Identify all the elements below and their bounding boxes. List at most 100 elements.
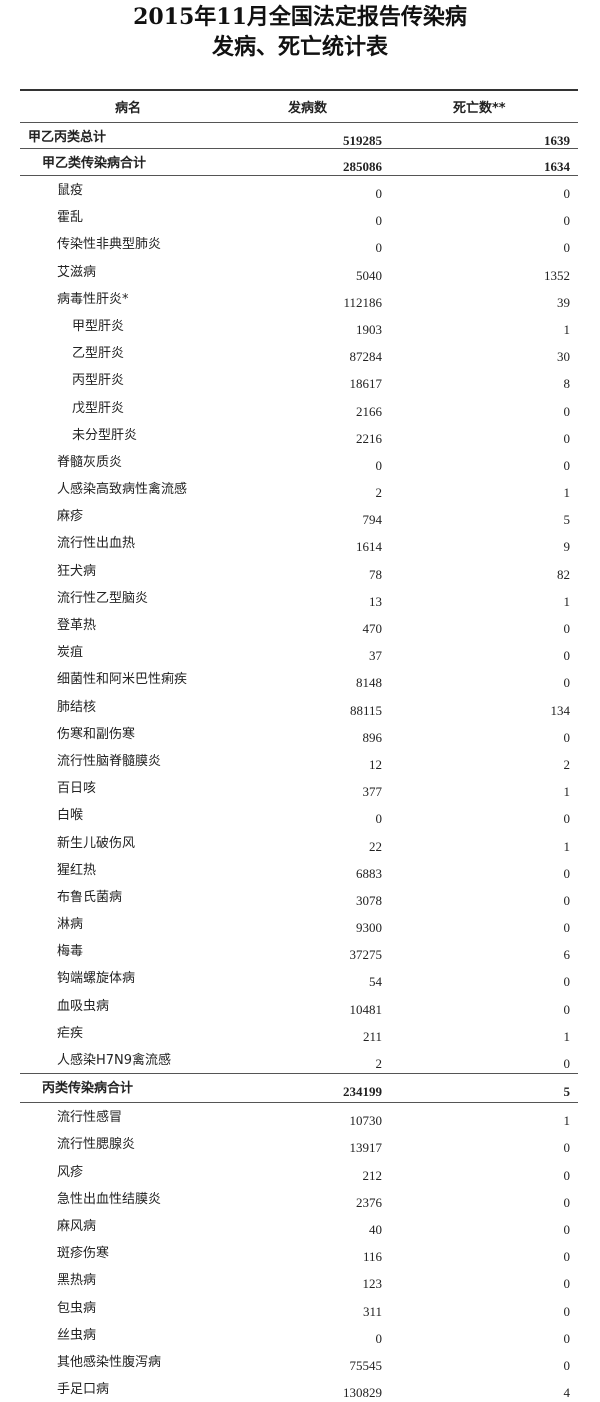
cases-value: 54: [369, 974, 382, 990]
disease-name: 流行性脑脊髓膜炎: [57, 753, 162, 769]
header-disease-name: 病名: [115, 101, 142, 116]
disease-name: 乙型肝炎: [72, 346, 125, 362]
disease-name: 炭疽: [57, 645, 84, 661]
disease-name: 细菌性和阿米巴性痢疾: [57, 672, 188, 688]
cases-value: 112186: [343, 294, 382, 310]
cases-value: 37: [369, 648, 382, 664]
deaths-value: 0: [563, 403, 571, 419]
cases-value: 896: [362, 729, 383, 745]
disease-name: 斑疹伤寒: [57, 1246, 110, 1262]
table-row: 疟疾 211 1: [20, 1019, 578, 1046]
table-row: 甲乙丙类总计 519285 1639: [20, 123, 578, 149]
deaths-value: 0: [563, 1167, 571, 1183]
deaths-value: 0: [563, 457, 571, 473]
table-row: 狂犬病 78 82: [20, 557, 578, 584]
disease-name: 麻风病: [57, 1218, 97, 1234]
deaths-value: 2: [563, 756, 571, 772]
table-row: 百日咳 377 1: [20, 774, 578, 801]
deaths-value: 0: [563, 1001, 571, 1017]
cases-value: 10730: [349, 1113, 383, 1129]
disease-name: 肺结核: [57, 699, 97, 715]
table-row: 其他感染性腹泻病 75545 0: [20, 1348, 578, 1375]
disease-name: 丙类传染病合计: [42, 1081, 134, 1097]
cases-value: 2166: [356, 403, 382, 419]
table-row: 戊型肝炎 2166 0: [20, 394, 578, 421]
header-cases: 发病数: [288, 101, 328, 116]
deaths-value: 0: [563, 430, 571, 446]
deaths-value: 0: [563, 892, 571, 908]
deaths-value: 0: [563, 213, 571, 229]
table-row: 手足口病 130829 4: [20, 1375, 578, 1402]
deaths-value: 0: [563, 621, 571, 636]
table-row: 麻风病 40 0: [20, 1212, 578, 1239]
table-row: 甲乙类传染病合计 285086 1634: [20, 149, 578, 176]
header-deaths: 死亡数**: [453, 101, 506, 116]
disease-name: 麻疹: [57, 509, 84, 525]
table-header: 病名 发病数 死亡数**: [20, 89, 578, 123]
deaths-value: 0: [563, 648, 571, 664]
cases-value: 519285: [343, 133, 382, 148]
cases-value: 78: [369, 566, 382, 582]
table-row: 人感染高致病性禽流感 2 1: [20, 475, 578, 502]
cases-value: 22: [369, 838, 382, 854]
table-row: 丙型肝炎 18617 8: [20, 366, 578, 393]
disease-name: 包虫病: [57, 1300, 97, 1316]
disease-name: 钩端螺旋体病: [57, 971, 136, 987]
disease-name: 梅毒: [57, 944, 84, 960]
table-row: 甲型肝炎 1903 1: [20, 312, 578, 339]
disease-name: 丝虫病: [57, 1327, 97, 1343]
deaths-value: 1: [563, 485, 571, 501]
table-row: 黑热病 123 0: [20, 1266, 578, 1293]
cases-value: 5040: [356, 267, 382, 283]
disease-name: 甲乙类传染病合计: [42, 156, 147, 171]
cases-value: 2216: [356, 430, 382, 446]
cases-value: 311: [362, 1303, 382, 1319]
cases-value: 13: [369, 593, 382, 609]
table-row: 人感染H7N9禽流感 2 0: [20, 1046, 578, 1073]
table-row: 流行性脑脊髓膜炎 12 2: [20, 747, 578, 774]
cases-value: 37275: [349, 947, 383, 963]
deaths-value: 1352: [544, 267, 570, 283]
disease-name: 猩红热: [57, 862, 97, 878]
table-row: 伤寒和副伤寒 896 0: [20, 720, 578, 747]
cases-value: 123: [362, 1276, 383, 1292]
cases-value: 0: [375, 811, 383, 827]
cases-value: 9300: [356, 920, 382, 936]
cases-value: 377: [362, 784, 383, 800]
disease-name: 其他感染性腹泻病: [57, 1354, 162, 1370]
cases-value: 0: [375, 457, 383, 473]
table-row: 布鲁氏菌病 3078 0: [20, 883, 578, 910]
deaths-value: 1634: [544, 159, 570, 174]
cases-value: 3078: [356, 892, 382, 908]
table-row: 钩端螺旋体病 54 0: [20, 964, 578, 991]
table-row: 包虫病 311 0: [20, 1294, 578, 1321]
table-row: 传染性非典型肺炎 0 0: [20, 230, 578, 257]
deaths-value: 0: [563, 1140, 571, 1156]
disease-name: 血吸虫病: [57, 998, 110, 1014]
disease-name: 鼠疫: [57, 183, 84, 198]
deaths-value: 0: [563, 1276, 571, 1292]
table-row: 麻疹 794 5: [20, 502, 578, 529]
deaths-value: 0: [563, 675, 571, 691]
disease-name: 流行性出血热: [57, 536, 136, 552]
cases-value: 18617: [349, 376, 383, 392]
disease-name: 急性出血性结膜炎: [57, 1191, 162, 1207]
table-row: 未分型肝炎 2216 0: [20, 421, 578, 448]
disease-name: 传染性非典型肺炎: [57, 237, 162, 253]
title-line-1: 2015年11月全国法定报告传染病: [133, 4, 467, 30]
cases-value: 211: [362, 1028, 382, 1044]
disease-name: 流行性腮腺炎: [57, 1137, 136, 1153]
disease-name: 丙型肝炎: [72, 373, 125, 389]
disease-statistics-table: 病名 发病数 死亡数** 甲乙丙类总计 519285 1639 甲乙类传染病合计 285…: [20, 89, 578, 1402]
disease-name: 人感染高致病性禽流感: [57, 482, 188, 498]
table-row: 流行性感冒 10730 1: [20, 1103, 578, 1130]
table-row: 新生儿破伤风 22 1: [20, 829, 578, 856]
cases-value: 75545: [349, 1357, 383, 1373]
cases-value: 2: [375, 485, 383, 501]
disease-name: 甲乙丙类总计: [28, 130, 107, 145]
deaths-value: 4: [563, 1385, 571, 1401]
disease-name: 风疹: [57, 1164, 84, 1180]
table-row: 流行性腮腺炎 13917 0: [20, 1130, 578, 1157]
disease-name: 黑热病: [57, 1273, 97, 1289]
cases-value: 6883: [356, 865, 382, 881]
